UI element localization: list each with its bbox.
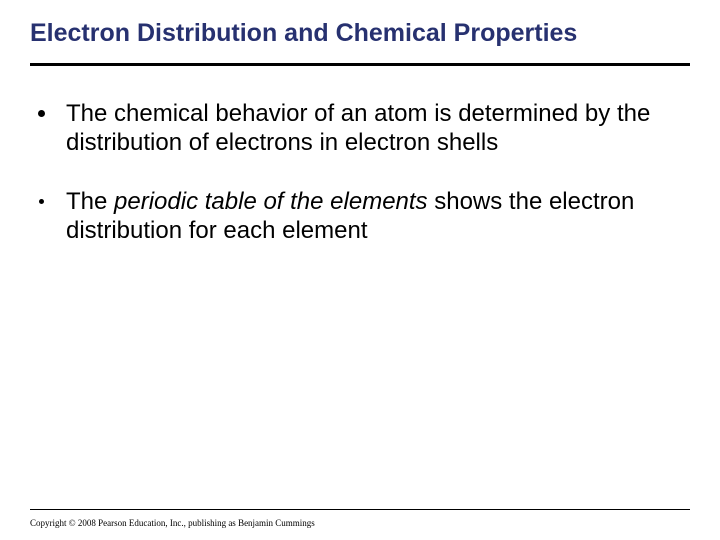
copyright-text: Copyright © 2008 Pearson Education, Inc.…: [30, 518, 315, 528]
list-item: The periodic table of the elements shows…: [38, 188, 690, 246]
bullet-text-pre: The chemical behavior of an atom is dete…: [66, 100, 650, 156]
slide: Electron Distribution and Chemical Prope…: [0, 0, 720, 540]
title-rule: [30, 63, 690, 66]
list-item: The chemical behavior of an atom is dete…: [38, 100, 690, 158]
footer-rule: [30, 509, 690, 510]
bullet-icon: [38, 110, 45, 117]
bullet-text-pre: The: [66, 188, 114, 215]
bullet-icon: [39, 199, 44, 204]
page-title: Electron Distribution and Chemical Prope…: [30, 18, 690, 49]
bullet-text-em: periodic table of the elements: [114, 188, 428, 215]
bullet-list: The chemical behavior of an atom is dete…: [30, 100, 690, 245]
